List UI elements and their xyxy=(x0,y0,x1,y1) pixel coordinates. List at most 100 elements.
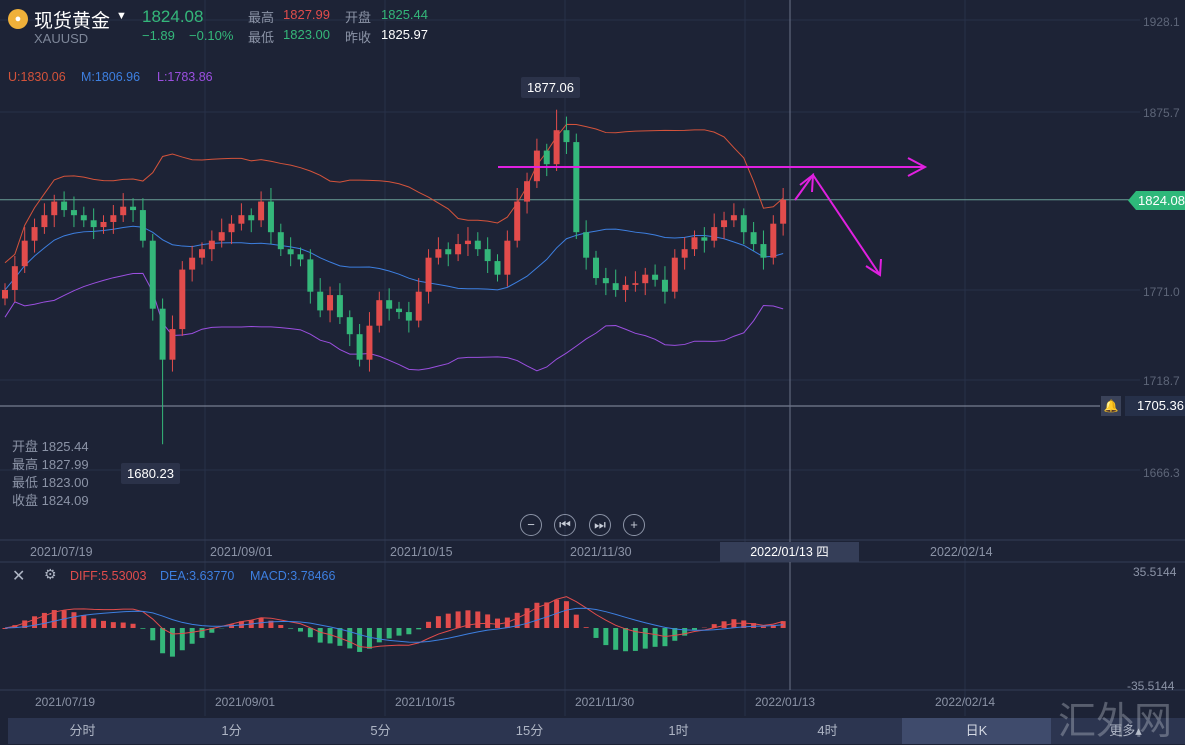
macd-bar xyxy=(180,628,185,650)
x-date: 2021/11/30 xyxy=(570,545,632,559)
macd-bar xyxy=(357,628,362,652)
candle-body xyxy=(495,261,501,275)
candle-body xyxy=(2,290,8,299)
candle-body xyxy=(32,227,38,241)
candle-body xyxy=(475,241,481,250)
macd-date: 2022/01/13 xyxy=(755,695,815,709)
candle-body xyxy=(229,224,235,233)
tab-4h[interactable]: 4时 xyxy=(753,718,902,744)
macd-date: 2022/02/14 xyxy=(935,695,995,709)
macd-bar xyxy=(564,601,569,628)
macd-bar xyxy=(495,619,500,628)
macd-bar xyxy=(140,628,145,629)
candle-body xyxy=(682,249,688,258)
candle-body xyxy=(406,312,412,321)
candle-body xyxy=(130,207,136,210)
y-tick: 1771.0 xyxy=(1143,285,1180,299)
candle-body xyxy=(258,202,264,221)
crosshair-date: 2022/01/13 四 xyxy=(720,542,859,562)
candle-body xyxy=(317,292,323,311)
candle-body xyxy=(662,280,668,292)
ohlc-high: 最高 1827.99 xyxy=(12,454,89,473)
candle-body xyxy=(238,215,244,224)
macd-bar xyxy=(672,628,677,641)
high-label: 最高 xyxy=(248,7,274,26)
open-label: 开盘 xyxy=(345,7,371,26)
alert-price-tag[interactable]: 1705.36 xyxy=(1125,396,1185,416)
tab-daily[interactable]: 日K xyxy=(902,718,1051,744)
macd-bar xyxy=(485,614,490,628)
tab-5min[interactable]: 5分 xyxy=(306,718,455,744)
macd-bar xyxy=(761,627,766,628)
macd-bar xyxy=(613,628,618,650)
candle-body xyxy=(327,295,333,310)
open-value: 1825.44 xyxy=(381,7,428,22)
ohlc-close: 收盘 1824.09 xyxy=(12,490,89,509)
prev-close-label: 昨收 xyxy=(345,27,371,46)
prev-close-value: 1825.97 xyxy=(381,27,428,42)
macd-bar xyxy=(71,612,76,628)
candle-body xyxy=(465,241,471,244)
close-icon[interactable]: ✕ xyxy=(12,566,25,586)
period-tabs: 分时 1分 5分 15分 1时 4时 日K 更多▴ xyxy=(8,718,1185,744)
tab-15min[interactable]: 15分 xyxy=(455,718,604,744)
macd-bar xyxy=(298,628,303,632)
candle-body xyxy=(347,317,353,334)
max-price-label: 1877.06 xyxy=(521,77,580,98)
chevron-down-icon[interactable]: ▼ xyxy=(116,10,127,22)
candle-body xyxy=(189,258,195,270)
candle-body xyxy=(169,329,175,360)
macd-date: 2021/10/15 xyxy=(395,695,455,709)
zoom-out-button[interactable]: − xyxy=(520,514,542,536)
instrument-title[interactable]: 现货黄金 xyxy=(34,6,110,33)
candle-body xyxy=(22,241,28,267)
step-back-button[interactable]: ⏮ xyxy=(554,514,576,536)
bell-alert-icon[interactable]: 🔔 xyxy=(1101,396,1121,416)
macd-bar xyxy=(111,622,116,628)
step-forward-button[interactable]: ⏭ xyxy=(589,514,611,536)
x-date: 2021/07/19 xyxy=(30,545,93,559)
zoom-in-button[interactable]: + xyxy=(623,514,645,536)
candle-body xyxy=(288,249,294,254)
candle-body xyxy=(711,227,717,241)
gold-coin-icon: ● xyxy=(8,9,28,29)
candle-body xyxy=(101,222,107,227)
candle-body xyxy=(760,244,766,258)
candle-body xyxy=(307,259,313,291)
macd-bar xyxy=(101,621,106,628)
candle-body xyxy=(160,309,166,360)
tab-1h[interactable]: 1时 xyxy=(604,718,753,744)
candle-body xyxy=(603,278,609,283)
macd-bar xyxy=(574,615,579,628)
macd-dea: DEA:3.63770 xyxy=(160,569,234,583)
macd-bar xyxy=(662,628,667,646)
macd-bar xyxy=(584,627,589,628)
tab-timeshare[interactable]: 分时 xyxy=(8,718,157,744)
macd-bar xyxy=(416,628,421,629)
macd-bar xyxy=(594,628,599,638)
min-price-label: 1680.23 xyxy=(121,463,180,484)
macd-bar xyxy=(91,619,96,628)
macd-bar xyxy=(160,628,165,653)
macd-bar xyxy=(643,628,648,649)
price-change: −1.89 xyxy=(142,28,175,43)
tab-1min[interactable]: 1分 xyxy=(157,718,306,744)
candle-body xyxy=(81,215,87,220)
macd-bar xyxy=(278,625,283,628)
candle-body xyxy=(445,249,451,254)
settings-icon[interactable]: ⚙ xyxy=(44,566,57,583)
candle-body xyxy=(652,275,658,280)
candle-body xyxy=(219,232,225,241)
boll-upper-line xyxy=(5,124,783,262)
y-tick: 1928.1 xyxy=(1143,15,1180,29)
candle-body xyxy=(426,258,432,292)
y-tick: 1718.7 xyxy=(1143,374,1180,388)
candle-body xyxy=(741,215,747,232)
candle-body xyxy=(613,283,619,290)
macd-bar xyxy=(397,628,402,636)
candle-body xyxy=(554,130,560,164)
boll-mid: M:1806.96 xyxy=(81,70,140,84)
boll-lower: L:1783.86 xyxy=(157,70,213,84)
macd-diff: DIFF:5.53003 xyxy=(70,569,146,583)
